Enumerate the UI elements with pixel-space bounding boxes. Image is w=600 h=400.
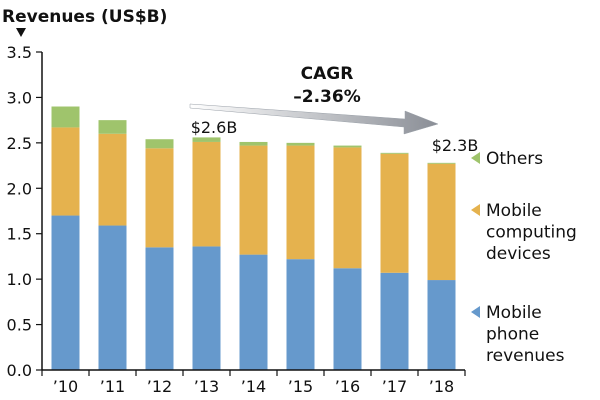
legend-label: phone [486,325,539,345]
bar-segment [380,153,409,273]
bar-segment [239,254,268,370]
legend-label: Others [486,149,543,169]
bar-segment [98,120,127,134]
cagr-value: –2.36% [293,87,360,107]
cagr-label: CAGR [301,64,354,84]
bar-segment [286,259,315,370]
x-tick-label: ’17 [382,377,407,396]
bar-segment [98,225,127,370]
x-tick-label: ’12 [147,377,172,396]
x-tick-label: ’16 [335,377,360,396]
x-tick-label: ’15 [288,377,313,396]
legend-label: Mobile [486,303,542,323]
chart-title: Revenues (US$B) [2,7,167,27]
start-value-label: $2.6B [191,118,238,137]
y-tick-label: 3.0 [7,88,32,107]
bars-layer [51,106,456,370]
bar-segment [98,133,127,226]
bar-segment [333,268,362,370]
bar-segment [380,272,409,370]
bar-segment [286,142,315,146]
bar-segment [145,148,174,248]
bar-segment [333,145,362,148]
x-tick-label: ’10 [53,377,78,396]
bar-segment [239,145,268,255]
bar-segment [145,247,174,370]
y-tick-label: 1.0 [7,270,32,289]
legend-marker-icon [471,204,480,216]
bar-segment [427,280,456,370]
bar-segment [51,127,80,216]
bar-segment [333,147,362,269]
x-tick-label: ’18 [429,377,454,396]
bar-segment [192,141,221,247]
legend: OthersMobilecomputingdevicesMobilephoner… [471,149,577,366]
y-tick-label: 1.5 [7,225,32,244]
cagr-arrow [189,103,439,135]
legend-marker-icon [471,306,480,318]
bar-segment [51,106,80,128]
bar-segment [51,215,80,370]
y-tick-label: 2.0 [7,179,32,198]
x-tick-label: ’14 [241,377,266,396]
bar-segment [239,141,268,146]
bar-segment [145,139,174,149]
bar-segment [427,163,456,281]
bar-segment [380,152,409,154]
legend-label: devices [486,244,551,264]
end-value-label: $2.3B [432,136,479,155]
y-tick-label: 3.5 [7,43,32,62]
bar-segment [192,137,221,142]
y-tick-label: 0.5 [7,316,32,335]
legend-marker-icon [471,152,480,164]
legend-label: revenues [486,346,565,366]
title-pointer-icon [16,28,26,37]
bar-segment [192,246,221,370]
x-axis: ’10 ’11 ’12 ’13 ’14 ’15 ’16 ’17 ’18 [41,369,466,396]
y-axis: 0.0 0.5 1.0 1.5 2.0 2.5 3.0 3.5 [7,43,43,380]
y-tick-label: 2.5 [7,134,32,153]
legend-label: computing [486,223,577,243]
bar-segment [286,145,315,260]
y-tick-label: 0.0 [7,361,32,380]
x-tick-label: ’13 [194,377,219,396]
x-tick-label: ’11 [100,377,125,396]
legend-label: Mobile [486,201,542,221]
bar-segment [427,162,456,164]
